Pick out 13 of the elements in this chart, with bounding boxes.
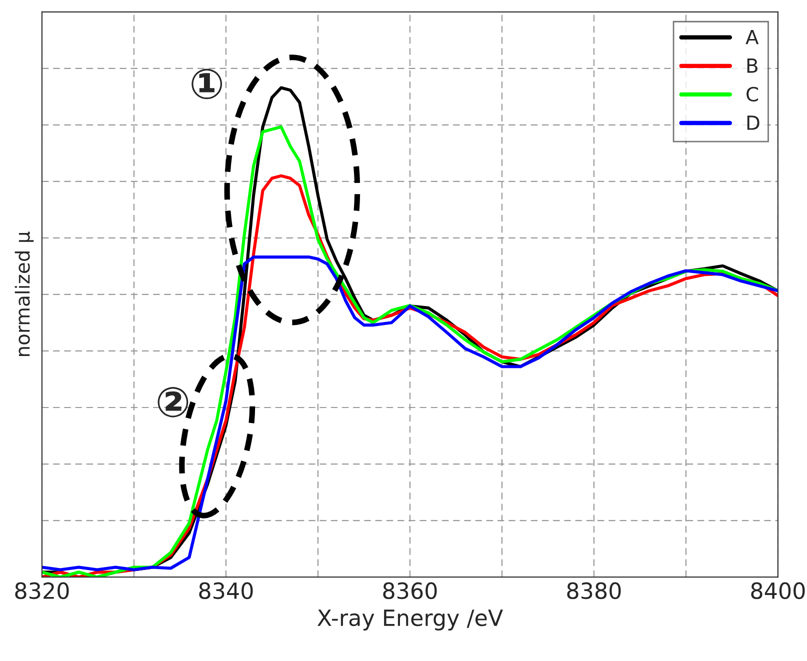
- legend-label: A: [746, 30, 759, 44]
- legend-label: B: [747, 58, 758, 73]
- x-tick-label: 8320: [15, 582, 69, 600]
- x-tick-label: 8380: [567, 582, 621, 600]
- x-tick-label: 8400: [751, 582, 805, 600]
- legend-label: C: [746, 86, 758, 102]
- legend-label: D: [747, 116, 760, 130]
- y-axis-title: normalized μ: [14, 232, 34, 356]
- annotation: ①: [192, 68, 222, 100]
- x-axis-title: X-ray Energy /eV: [317, 610, 503, 630]
- annotation: ②: [158, 386, 188, 418]
- x-tick-label: 8340: [199, 582, 253, 600]
- x-tick-label: 8360: [383, 582, 437, 600]
